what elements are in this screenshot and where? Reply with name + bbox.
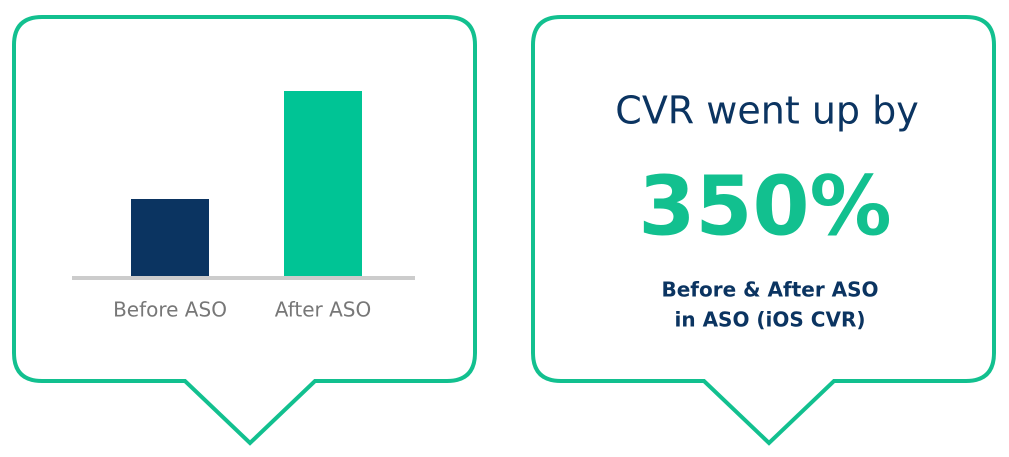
x-tick-label: After ASO — [275, 298, 372, 322]
callout-bubble — [531, 15, 996, 446]
highlight-number: 350% — [638, 159, 891, 254]
bar-chart: Before ASO After ASO — [72, 91, 415, 322]
x-tick-label: Before ASO — [113, 298, 227, 322]
bar — [284, 91, 362, 276]
caption-line: in ASO (iOS CVR) — [675, 308, 866, 332]
bar — [131, 199, 209, 276]
caption-line: Before & After ASO — [661, 278, 878, 302]
chart-bubble — [12, 15, 477, 446]
headline: CVR went up by — [615, 89, 918, 133]
